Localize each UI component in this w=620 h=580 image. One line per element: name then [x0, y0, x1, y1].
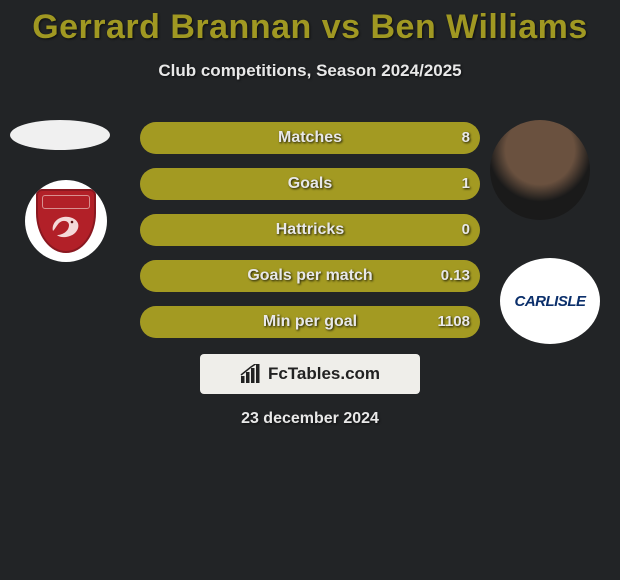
stats-area: Matches8 Goals1 Hattricks0 Goals per match0…	[140, 122, 480, 352]
stat-row: Hattricks0	[140, 214, 480, 246]
player-right-avatar	[490, 120, 590, 220]
page-title: Gerrard Brannan vs Ben Williams	[0, 0, 620, 47]
club-right-logo: CARLISLE	[500, 258, 600, 344]
stat-value-right: 8	[462, 122, 470, 154]
stat-row: Min per goal1108	[140, 306, 480, 338]
stat-pill-right	[140, 122, 480, 154]
stat-value-right: 1	[462, 168, 470, 200]
stat-pill-right	[140, 214, 480, 246]
stat-value-right: 0	[462, 214, 470, 246]
club-left-logo	[25, 180, 107, 262]
stat-row: Goals1	[140, 168, 480, 200]
stat-row: Matches8	[140, 122, 480, 154]
shrimp-icon	[49, 213, 83, 241]
carlisle-wordmark: CARLISLE	[515, 293, 586, 310]
stat-row: Goals per match0.13	[140, 260, 480, 292]
stat-value-right: 1108	[437, 306, 470, 338]
stat-value-right: 0.13	[441, 260, 470, 292]
player-left-avatar	[10, 120, 110, 150]
stat-pill-right	[140, 168, 480, 200]
branding-text: FcTables.com	[268, 364, 380, 384]
subtitle: Club competitions, Season 2024/2025	[0, 61, 620, 81]
branding-badge: FcTables.com	[200, 354, 420, 394]
stat-pill-right	[140, 306, 480, 338]
date-text: 23 december 2024	[0, 410, 620, 428]
stat-pill-right	[140, 260, 480, 292]
shield-icon	[36, 189, 96, 253]
bar-chart-icon	[240, 364, 262, 384]
